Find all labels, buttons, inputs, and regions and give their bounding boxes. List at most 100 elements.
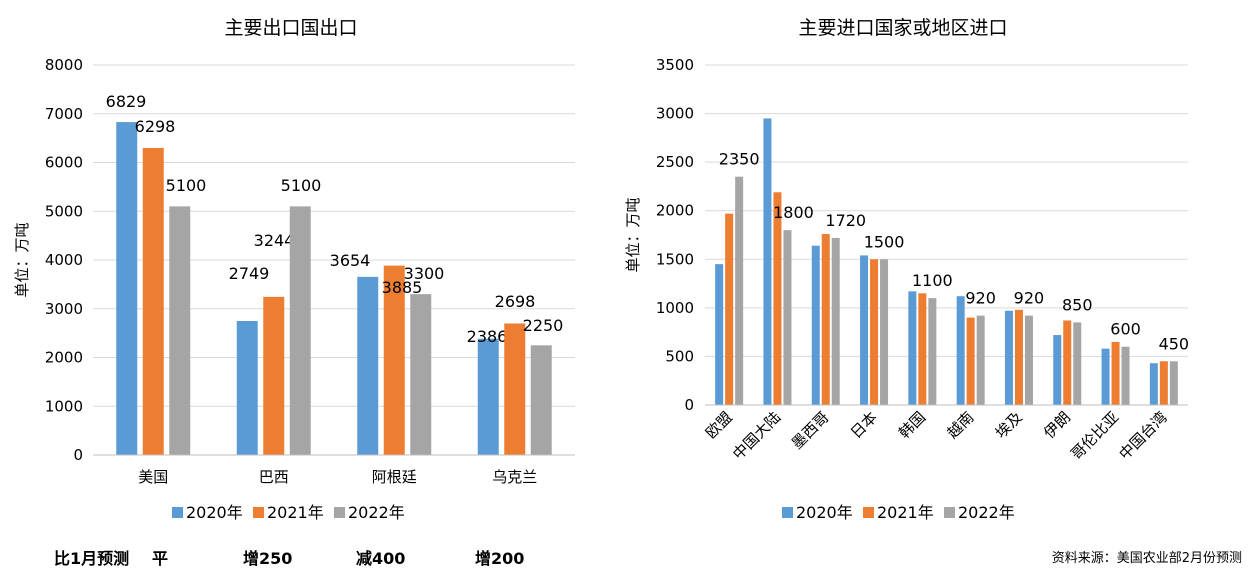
chart2-bar bbox=[908, 291, 917, 405]
chart2-bar bbox=[1149, 363, 1158, 405]
chart2-bar bbox=[821, 234, 830, 405]
chart2-legend-swatch bbox=[863, 507, 874, 518]
chart1-bar bbox=[263, 296, 285, 455]
chart2-y-tick-label: 0 bbox=[684, 396, 694, 414]
chart2-bar bbox=[1053, 335, 1062, 405]
chart1-bar bbox=[383, 265, 405, 455]
chart1-legend-label: 2022年 bbox=[348, 503, 405, 522]
chart2-bar bbox=[783, 230, 792, 405]
forecast-note-label: 比1月预测 bbox=[54, 549, 130, 568]
chart2-x-tick-label: 伊朗 bbox=[1040, 408, 1074, 442]
chart1-bar bbox=[504, 323, 526, 455]
chart1-bar bbox=[530, 345, 552, 455]
chart1-x-tick-label: 巴西 bbox=[259, 468, 289, 486]
chart2-y-tick-label: 2000 bbox=[656, 202, 694, 220]
chart1-y-tick-label: 3000 bbox=[45, 300, 83, 318]
chart1-y-tick-label: 0 bbox=[73, 446, 83, 464]
chart2-x-tick-label: 哥伦比亚 bbox=[1067, 408, 1122, 463]
chart2-bar bbox=[1014, 309, 1023, 405]
chart2-y-tick-label: 1000 bbox=[656, 299, 694, 317]
chart2-bar bbox=[811, 245, 820, 405]
chart2-legend-swatch bbox=[944, 507, 955, 518]
chart2-bar bbox=[1024, 315, 1033, 405]
chart2-data-label: 1800 bbox=[773, 203, 814, 222]
chart1-data-label: 3300 bbox=[404, 264, 445, 283]
chart1-y-tick-label: 1000 bbox=[45, 397, 83, 415]
forecast-note-argentina: 减400 bbox=[356, 549, 406, 568]
chart1-data-label: 2698 bbox=[495, 292, 536, 311]
chart2-data-label: 1720 bbox=[825, 211, 866, 230]
chart1-bar bbox=[116, 122, 138, 456]
chart1-x-tick-label: 美国 bbox=[138, 468, 168, 486]
chart2-bar bbox=[715, 264, 724, 405]
chart2-bar bbox=[1004, 310, 1013, 405]
chart1-data-label: 5100 bbox=[281, 176, 322, 195]
chart2-y-tick-label: 3500 bbox=[656, 56, 694, 74]
chart1-data-label: 2250 bbox=[523, 316, 564, 335]
chart1-x-tick-label: 乌克兰 bbox=[492, 468, 537, 486]
chart2-y-tick-label: 500 bbox=[665, 347, 694, 365]
chart2-bar bbox=[870, 259, 879, 405]
chart2-legend-label: 2021年 bbox=[877, 503, 934, 522]
chart2-data-label: 2350 bbox=[719, 150, 760, 169]
chart1-y-tick-label: 2000 bbox=[45, 349, 83, 367]
chart2-data-label: 920 bbox=[965, 289, 996, 308]
chart2-legend-swatch bbox=[782, 507, 793, 518]
chart2-x-tick-label: 欧盟 bbox=[702, 408, 736, 442]
chart1-legend-swatch bbox=[172, 507, 183, 518]
chart2-bar bbox=[1111, 341, 1120, 405]
chart1-bar bbox=[289, 206, 311, 455]
chart1-bar bbox=[410, 294, 432, 455]
chart2-legend-label: 2022年 bbox=[958, 503, 1015, 522]
chart2-y-tick-label: 2500 bbox=[656, 153, 694, 171]
chart2-bar bbox=[880, 259, 889, 405]
chart2-bar bbox=[918, 293, 927, 405]
chart1-y-tick-label: 6000 bbox=[45, 154, 83, 172]
chart1-data-label: 5100 bbox=[166, 176, 207, 195]
chart1-y-tick-label: 4000 bbox=[45, 251, 83, 269]
chart2-data-label: 600 bbox=[1110, 320, 1141, 339]
chart2-bar bbox=[773, 192, 782, 405]
chart2-data-label: 1100 bbox=[912, 271, 953, 290]
chart2-bar bbox=[1159, 361, 1168, 405]
chart2-bar bbox=[763, 118, 772, 405]
chart2-legend-label: 2020年 bbox=[796, 503, 853, 522]
chart2-data-label: 450 bbox=[1159, 334, 1190, 353]
chart1-bar bbox=[236, 320, 258, 455]
chart2-x-tick-label: 韩国 bbox=[895, 408, 929, 442]
chart2-y-tick-label: 3000 bbox=[656, 105, 694, 123]
chart2-bar bbox=[1101, 348, 1110, 405]
chart2-bar bbox=[956, 296, 965, 405]
chart1-y-axis-label: 单位：万吨 bbox=[13, 222, 31, 297]
chart2-bar bbox=[1169, 361, 1178, 405]
chart2-data-label: 1500 bbox=[864, 232, 905, 251]
chart2-bar bbox=[966, 317, 975, 405]
chart2-x-tick-label: 越南 bbox=[944, 408, 978, 442]
chart1-legend-label: 2021年 bbox=[267, 503, 324, 522]
chart2-bar bbox=[1121, 346, 1130, 405]
chart2-bar bbox=[860, 255, 869, 405]
chart2-bar bbox=[1063, 320, 1072, 405]
source-note: 资料来源：美国农业部2月份预测 bbox=[1051, 551, 1242, 566]
chart1-y-tick-label: 7000 bbox=[45, 105, 83, 123]
chart2-x-tick-label: 墨西哥 bbox=[788, 408, 833, 453]
chart1-y-tick-label: 8000 bbox=[45, 56, 83, 74]
chart2-x-tick-label: 日本 bbox=[847, 408, 881, 442]
chart2-data-label: 850 bbox=[1062, 295, 1093, 314]
chart2-y-tick-label: 1500 bbox=[656, 250, 694, 268]
chart2-bar bbox=[928, 298, 937, 405]
forecast-note-ukraine: 增200 bbox=[475, 549, 525, 568]
chart1-data-label: 6298 bbox=[135, 117, 176, 136]
chart1-x-tick-label: 阿根廷 bbox=[372, 468, 417, 486]
chart1-data-label: 2386 bbox=[467, 327, 508, 346]
chart2-bar bbox=[1073, 322, 1082, 405]
forecast-note-usa: 平 bbox=[152, 549, 169, 568]
chart2-data-label: 920 bbox=[1014, 289, 1045, 308]
chart2-y-axis-label: 单位：万吨 bbox=[624, 197, 642, 272]
chart1-bar bbox=[477, 338, 499, 455]
chart2-x-tick-label: 中国大陆 bbox=[729, 408, 784, 463]
chart1-legend-swatch bbox=[334, 507, 345, 518]
chart1-y-tick-label: 5000 bbox=[45, 202, 83, 220]
chart1-legend-label: 2020年 bbox=[186, 503, 243, 522]
